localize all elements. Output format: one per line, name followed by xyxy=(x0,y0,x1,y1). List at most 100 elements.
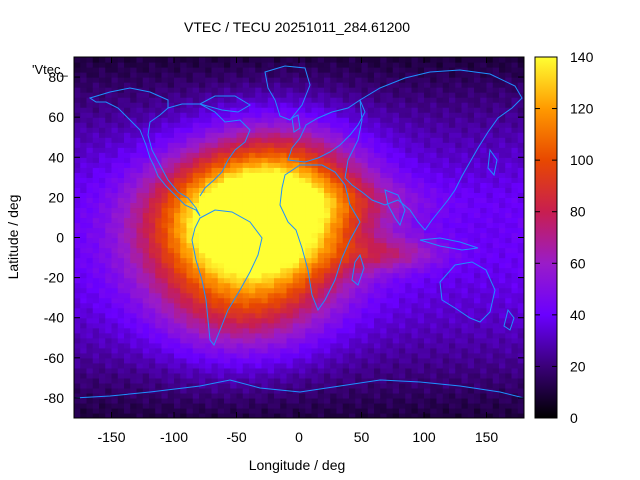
heatmap-cell xyxy=(367,387,375,394)
heatmap-cell xyxy=(161,347,169,354)
heatmap-cell xyxy=(80,147,88,153)
heatmap-cell xyxy=(124,107,131,113)
heatmap-cell xyxy=(380,102,388,108)
heatmap-cell xyxy=(255,342,263,349)
heatmap-cell xyxy=(111,122,119,128)
heatmap-cell xyxy=(430,122,438,128)
heatmap-cell xyxy=(255,72,263,78)
heatmap-cell xyxy=(430,287,438,294)
heatmap-cell xyxy=(361,262,369,269)
heatmap-cell xyxy=(324,327,331,334)
heatmap-cell xyxy=(292,362,300,369)
heatmap-cell xyxy=(199,117,206,123)
heatmap-cell xyxy=(242,312,250,319)
heatmap-cell xyxy=(242,87,250,93)
heatmap-cell xyxy=(417,132,425,138)
heatmap-cell xyxy=(242,322,250,329)
heatmap-cell xyxy=(142,362,150,369)
heatmap-cell xyxy=(324,177,331,183)
heatmap-cell xyxy=(399,247,406,254)
heatmap-cell xyxy=(449,162,456,168)
heatmap-cell xyxy=(461,272,469,279)
heatmap-cell xyxy=(161,352,169,359)
heatmap-cell xyxy=(417,362,425,369)
heatmap-cell xyxy=(236,167,244,173)
heatmap-cell xyxy=(80,232,88,239)
heatmap-cell xyxy=(161,87,169,93)
heatmap-cell xyxy=(330,267,338,274)
heatmap-cell xyxy=(199,212,206,219)
heatmap-cell xyxy=(117,172,125,178)
heatmap-cell xyxy=(505,327,513,334)
heatmap-cell xyxy=(411,342,419,349)
heatmap-cell xyxy=(349,342,356,349)
heatmap-cell xyxy=(355,167,363,173)
heatmap-cell xyxy=(267,342,275,349)
heatmap-cell xyxy=(211,332,219,339)
heatmap-cell xyxy=(274,92,281,98)
heatmap-cell xyxy=(136,242,144,249)
heatmap-cell xyxy=(192,147,200,153)
heatmap-cell xyxy=(261,242,269,249)
heatmap-cell xyxy=(355,107,363,113)
heatmap-cell xyxy=(142,257,150,264)
heatmap-cell xyxy=(224,207,231,214)
heatmap-cell xyxy=(324,137,331,143)
heatmap-cell xyxy=(161,217,169,224)
heatmap-cell xyxy=(355,332,363,339)
heatmap-cell xyxy=(86,352,94,359)
heatmap-cell xyxy=(124,357,131,364)
heatmap-cell xyxy=(336,307,344,314)
heatmap-cell xyxy=(392,157,400,163)
heatmap-cell xyxy=(317,367,325,374)
heatmap-cell xyxy=(361,112,369,118)
heatmap-cell xyxy=(317,372,325,379)
heatmap-cell xyxy=(217,397,225,404)
heatmap-cell xyxy=(192,397,200,404)
heatmap-cell xyxy=(499,102,506,108)
heatmap-cell xyxy=(461,252,469,259)
heatmap-cell xyxy=(155,302,163,309)
heatmap-cell xyxy=(111,262,119,269)
heatmap-cell xyxy=(436,82,444,88)
heatmap-cell xyxy=(411,157,419,163)
heatmap-cell xyxy=(424,262,431,269)
heatmap-cell xyxy=(249,307,256,314)
heatmap-cell xyxy=(230,362,238,369)
heatmap-cell xyxy=(449,402,456,409)
heatmap-cell xyxy=(386,412,394,418)
heatmap-cell xyxy=(199,242,206,249)
heatmap-cell xyxy=(199,342,206,349)
heatmap-cell xyxy=(230,157,238,163)
heatmap-cell xyxy=(124,237,131,244)
heatmap-cell xyxy=(274,277,281,284)
heatmap-cell xyxy=(467,357,475,364)
heatmap-cell xyxy=(399,227,406,234)
heatmap-cell xyxy=(430,377,438,384)
heatmap-cell xyxy=(380,252,388,259)
heatmap-cell xyxy=(205,137,213,143)
heatmap-cell xyxy=(455,97,463,103)
heatmap-cell xyxy=(399,302,406,309)
heatmap-cell xyxy=(461,302,469,309)
heatmap-cell xyxy=(161,267,169,274)
heatmap-cell xyxy=(467,367,475,374)
heatmap-cell xyxy=(155,122,163,128)
heatmap-cell xyxy=(355,397,363,404)
heatmap-cell xyxy=(242,247,250,254)
heatmap-cell xyxy=(167,142,175,148)
heatmap-cell xyxy=(124,152,131,158)
heatmap-cell xyxy=(167,102,175,108)
heatmap-cell xyxy=(280,97,288,103)
heatmap-cell xyxy=(142,242,150,249)
heatmap-cell xyxy=(242,62,250,68)
heatmap-cell xyxy=(280,332,288,339)
heatmap-cell xyxy=(80,242,88,249)
heatmap-cell xyxy=(224,72,231,78)
heatmap-cell xyxy=(249,147,256,153)
heatmap-cell xyxy=(74,362,81,369)
heatmap-cell xyxy=(355,392,363,399)
heatmap-cell xyxy=(486,297,494,304)
heatmap-cell xyxy=(217,347,225,354)
heatmap-cell xyxy=(236,357,244,364)
